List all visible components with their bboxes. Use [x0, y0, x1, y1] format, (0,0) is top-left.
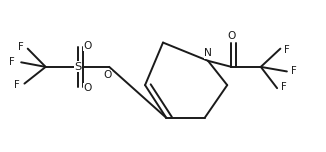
Text: O: O — [227, 31, 236, 41]
Text: F: F — [284, 45, 290, 55]
Text: F: F — [291, 66, 297, 76]
Text: S: S — [75, 62, 82, 72]
Text: O: O — [83, 83, 92, 93]
Text: N: N — [204, 48, 212, 58]
Text: F: F — [281, 82, 287, 92]
Text: F: F — [14, 80, 20, 90]
Text: F: F — [18, 42, 24, 52]
Text: O: O — [103, 70, 112, 80]
Text: F: F — [9, 57, 15, 67]
Text: O: O — [83, 41, 92, 51]
